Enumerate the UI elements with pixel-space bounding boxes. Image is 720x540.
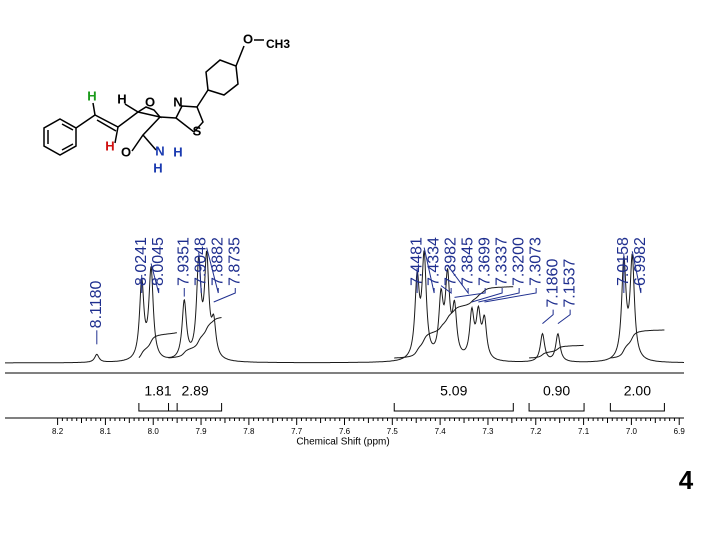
x-tick-label: 7.0	[626, 427, 638, 436]
integral-label: 5.09	[440, 383, 467, 399]
atom: N	[173, 94, 182, 109]
atom: N	[155, 143, 164, 158]
peak-label: 7.4334	[425, 237, 442, 286]
peak-label: 7.1537	[561, 259, 578, 308]
structure	[43, 39, 264, 156]
peak-label: 7.3073	[527, 237, 544, 286]
atom: O	[243, 31, 253, 46]
peak-label: 6.9982	[632, 237, 649, 286]
bond	[92, 102, 96, 116]
peak-leader	[213, 288, 236, 303]
integral-bracket	[138, 403, 178, 412]
peak-leader	[631, 251, 642, 294]
peak-leader	[198, 252, 202, 294]
peak-label: 7.9048	[192, 237, 209, 286]
atom: H	[173, 144, 182, 159]
phenyl-ring	[43, 118, 77, 156]
peak-leader	[150, 263, 160, 294]
atom: O	[145, 94, 155, 109]
integral-curve	[168, 317, 222, 359]
peak-label: 7.4481	[408, 237, 425, 286]
bond	[124, 103, 139, 113]
x-tick-label: 7.1	[578, 427, 590, 436]
peak-leader	[423, 247, 435, 294]
peak-leader	[454, 288, 486, 298]
integral-label: 2.00	[624, 383, 651, 399]
bond	[96, 119, 117, 132]
integral-label: 1.81	[144, 383, 171, 399]
bond	[159, 116, 177, 119]
x-tick-label: 7.6	[339, 427, 351, 436]
x-tick-label: 7.7	[291, 427, 303, 436]
peak-leader	[447, 265, 469, 295]
integral-bracket	[168, 403, 223, 412]
integral-curve	[610, 329, 665, 359]
peak-label: 7.3337	[493, 237, 510, 286]
peak-label: 8.0045	[150, 237, 167, 286]
bond	[114, 126, 119, 144]
x-tick-label: 7.5	[387, 427, 399, 436]
epoxide	[137, 106, 163, 119]
bond	[196, 89, 209, 108]
integral-label: 2.89	[181, 383, 208, 399]
x-tick-label: 8.0	[148, 427, 160, 436]
atom: H	[87, 88, 96, 103]
compound-number: 4	[679, 465, 694, 495]
peak-label: 8.1180	[88, 280, 105, 328]
atom: CH3	[266, 37, 290, 51]
integral-bracket	[393, 403, 514, 412]
peak-label: 7.8882	[209, 237, 226, 286]
atom: S	[193, 123, 202, 138]
peak-label: 7.9351	[175, 237, 192, 286]
integral-label: 0.90	[543, 383, 570, 399]
x-tick-label: 8.2	[52, 427, 64, 436]
peak-leader	[484, 288, 537, 303]
peak-label: 7.3982	[442, 237, 459, 286]
x-tick-label: 6.9	[674, 427, 686, 436]
integral-curve	[529, 344, 584, 359]
atom-labels: H H O N S H O N H H O CH3	[87, 31, 290, 175]
peak-label: 7.3699	[476, 237, 493, 286]
spectrum	[5, 250, 684, 364]
peak-leader	[542, 309, 554, 324]
x-tick-label: 7.4	[435, 427, 447, 436]
x-tick-label: 7.2	[530, 427, 542, 436]
integral-bracket	[528, 403, 585, 412]
peak-label: 7.0158	[615, 237, 632, 286]
bond	[61, 143, 74, 151]
peak-leader	[206, 247, 219, 294]
x-tick-label: 7.8	[243, 427, 255, 436]
x-tick-label: 7.9	[195, 427, 207, 436]
peak-leader	[557, 309, 571, 325]
x-tick-label: 8.1	[100, 427, 112, 436]
peak-label: 7.8735	[226, 237, 243, 286]
bond	[235, 45, 245, 67]
thiazole-ring	[175, 105, 204, 134]
atom: O	[121, 144, 131, 159]
atom: H	[153, 160, 162, 175]
x-tick-label: 7.3	[482, 427, 494, 436]
peak-leader	[440, 285, 452, 294]
atom: H	[105, 138, 114, 153]
integral-bracket	[609, 403, 665, 412]
peak-label: 7.3845	[459, 237, 476, 286]
peak-label: 8.0241	[133, 237, 150, 286]
aryl-ring	[205, 59, 239, 96]
atom: H	[117, 91, 126, 106]
peak-leader	[471, 288, 503, 303]
bond	[142, 134, 157, 151]
peak-label: 7.1860	[544, 259, 561, 308]
peak-leader	[478, 288, 520, 303]
peak-label: 7.3200	[510, 237, 527, 286]
bond	[75, 111, 139, 129]
integral-curve	[138, 332, 177, 358]
integral-curve	[394, 286, 514, 359]
x-axis-label: Chemical Shift (ppm)	[296, 437, 389, 448]
bond	[61, 123, 74, 131]
